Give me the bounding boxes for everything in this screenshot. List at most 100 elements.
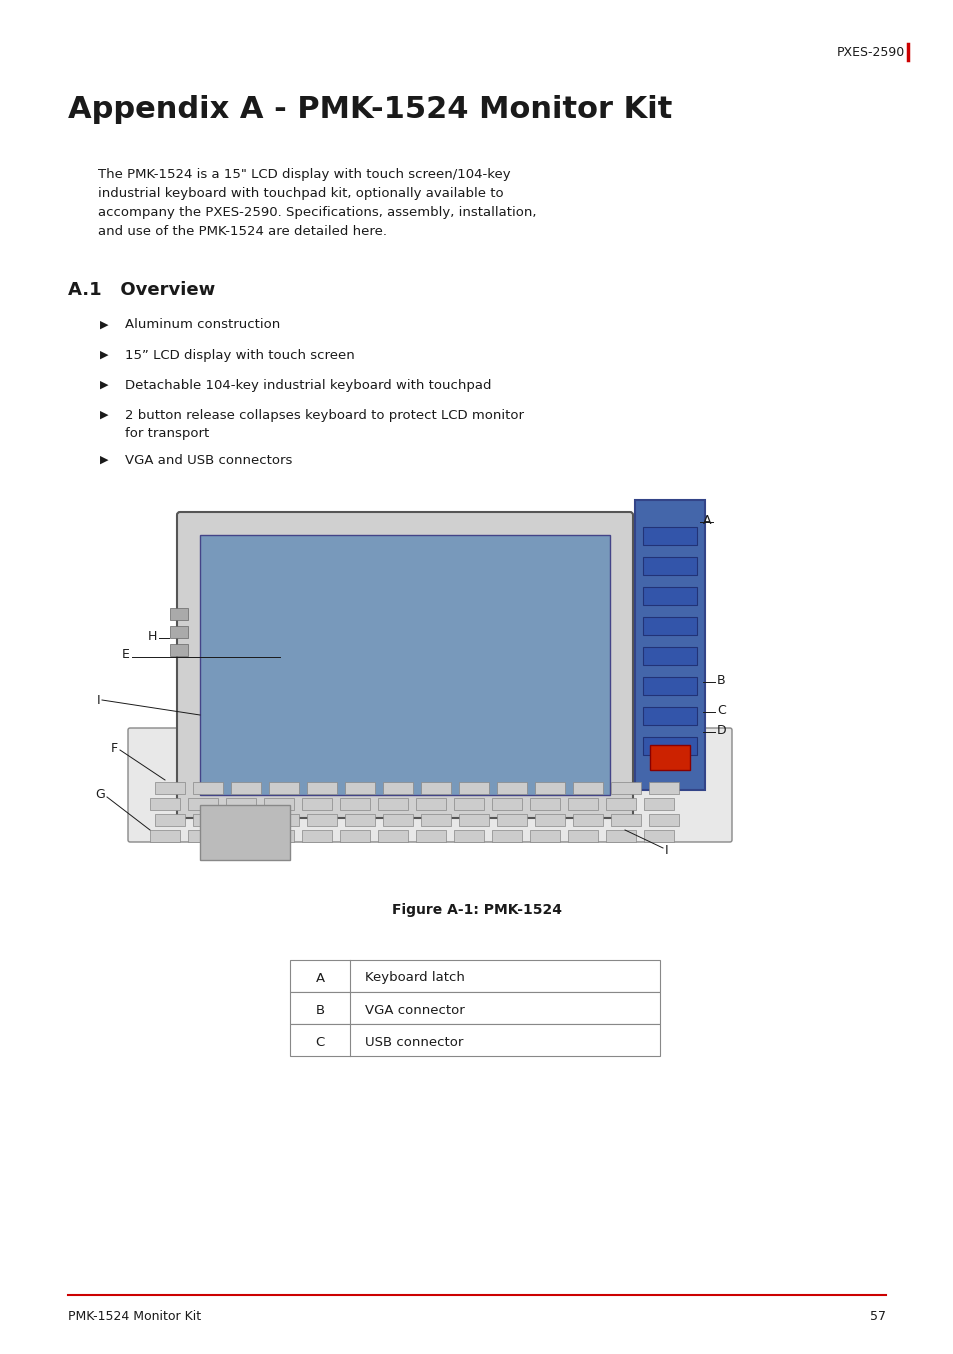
Bar: [339, 798, 370, 810]
Bar: [193, 783, 223, 793]
Bar: [226, 798, 255, 810]
Bar: [420, 814, 451, 826]
Bar: [649, 745, 689, 770]
Bar: [302, 798, 332, 810]
Bar: [420, 783, 451, 793]
Bar: [416, 830, 446, 842]
Text: ▶: ▶: [100, 320, 109, 330]
Bar: [269, 814, 298, 826]
Text: E: E: [122, 649, 130, 662]
Text: G: G: [95, 788, 105, 802]
Bar: [605, 798, 636, 810]
Text: Aluminum construction: Aluminum construction: [125, 318, 280, 332]
Bar: [458, 814, 489, 826]
Text: USB connector: USB connector: [365, 1036, 463, 1048]
FancyBboxPatch shape: [128, 728, 731, 842]
Bar: [648, 814, 679, 826]
Bar: [642, 588, 697, 605]
Bar: [497, 783, 526, 793]
Bar: [642, 737, 697, 756]
Bar: [535, 783, 564, 793]
Text: ▶: ▶: [100, 455, 109, 464]
Bar: [264, 830, 294, 842]
Bar: [567, 830, 598, 842]
Bar: [339, 830, 370, 842]
Text: Figure A-1: PMK-1524: Figure A-1: PMK-1524: [392, 903, 561, 917]
Bar: [170, 626, 188, 638]
Text: H: H: [148, 630, 157, 643]
Bar: [307, 814, 336, 826]
Bar: [269, 783, 298, 793]
Bar: [610, 783, 640, 793]
Text: for transport: for transport: [125, 427, 209, 440]
Bar: [170, 608, 188, 620]
Bar: [290, 1024, 659, 1056]
Bar: [573, 783, 602, 793]
Bar: [642, 677, 697, 695]
Bar: [345, 814, 375, 826]
Text: D: D: [717, 723, 726, 737]
Text: 57: 57: [869, 1311, 885, 1323]
Text: Detachable 104-key industrial keyboard with touchpad: Detachable 104-key industrial keyboard w…: [125, 379, 491, 391]
Bar: [200, 806, 290, 860]
Text: ▶: ▶: [100, 380, 109, 390]
Bar: [458, 783, 489, 793]
Bar: [188, 830, 218, 842]
Bar: [492, 830, 521, 842]
Bar: [264, 798, 294, 810]
Bar: [642, 527, 697, 546]
Text: Keyboard latch: Keyboard latch: [365, 972, 464, 984]
Text: A: A: [315, 972, 324, 984]
Text: VGA connector: VGA connector: [365, 1003, 464, 1017]
Text: ▶: ▶: [100, 349, 109, 360]
Text: B: B: [717, 673, 725, 686]
Bar: [290, 960, 659, 992]
Bar: [642, 556, 697, 575]
Bar: [416, 798, 446, 810]
Bar: [648, 783, 679, 793]
Text: I: I: [664, 844, 668, 857]
Bar: [377, 798, 408, 810]
Bar: [193, 814, 223, 826]
FancyBboxPatch shape: [177, 512, 633, 818]
Text: B: B: [315, 1003, 324, 1017]
Bar: [642, 707, 697, 724]
Bar: [573, 814, 602, 826]
FancyBboxPatch shape: [635, 500, 704, 789]
Bar: [530, 830, 559, 842]
Bar: [492, 798, 521, 810]
Bar: [382, 814, 413, 826]
Bar: [150, 798, 180, 810]
Bar: [231, 814, 261, 826]
Text: C: C: [717, 704, 725, 716]
Bar: [497, 814, 526, 826]
Bar: [454, 830, 483, 842]
Bar: [530, 798, 559, 810]
FancyBboxPatch shape: [200, 535, 609, 795]
Text: VGA and USB connectors: VGA and USB connectors: [125, 454, 292, 467]
Bar: [642, 647, 697, 665]
Bar: [154, 783, 185, 793]
Bar: [567, 798, 598, 810]
Text: F: F: [111, 742, 118, 754]
Bar: [643, 830, 673, 842]
Bar: [226, 830, 255, 842]
Text: I: I: [96, 693, 100, 707]
Bar: [643, 798, 673, 810]
Bar: [170, 645, 188, 655]
Text: PXES-2590: PXES-2590: [836, 46, 904, 58]
Bar: [642, 617, 697, 635]
Bar: [150, 830, 180, 842]
Bar: [610, 814, 640, 826]
Bar: [377, 830, 408, 842]
Text: The PMK-1524 is a 15" LCD display with touch screen/104-key
industrial keyboard : The PMK-1524 is a 15" LCD display with t…: [98, 168, 536, 238]
Text: PMK-1524 Monitor Kit: PMK-1524 Monitor Kit: [68, 1311, 201, 1323]
Bar: [345, 783, 375, 793]
Bar: [290, 992, 659, 1024]
Text: Appendix A - PMK-1524 Monitor Kit: Appendix A - PMK-1524 Monitor Kit: [68, 96, 672, 125]
Text: ▶: ▶: [100, 410, 109, 420]
Bar: [454, 798, 483, 810]
Text: A: A: [702, 513, 711, 527]
Bar: [382, 783, 413, 793]
Text: A.1   Overview: A.1 Overview: [68, 282, 215, 299]
